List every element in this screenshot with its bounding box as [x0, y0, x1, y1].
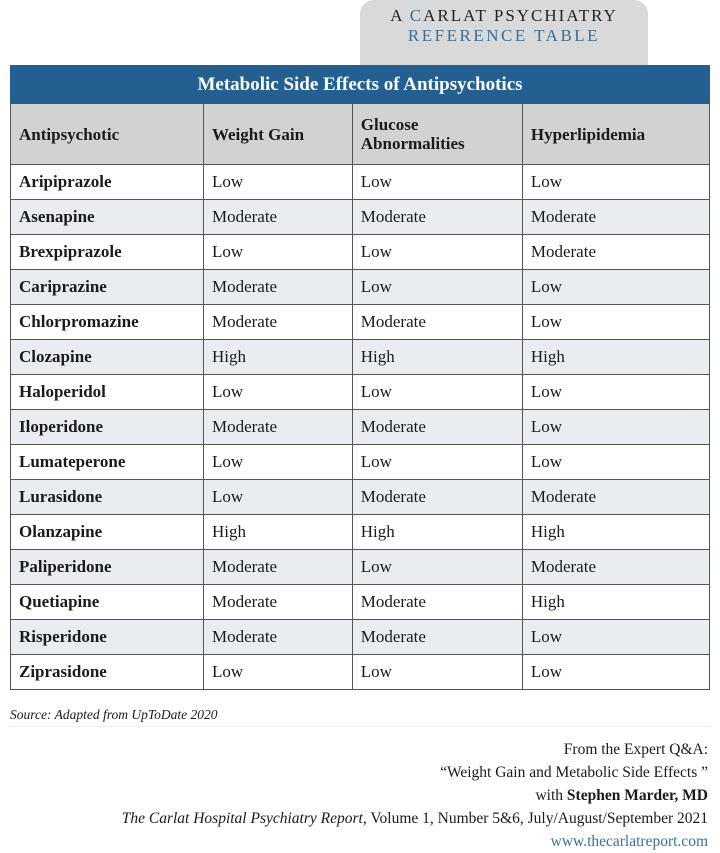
rating-cell: Low: [351, 444, 523, 480]
rating-cell: Low: [351, 654, 523, 690]
rating-cell: High: [521, 584, 711, 620]
table-row: Ziprasidone Low Low Low: [10, 654, 711, 690]
rating-cell: Moderate: [521, 479, 711, 515]
rating-cell: Moderate: [521, 549, 711, 585]
rating-cell: High: [351, 514, 523, 550]
table-row: Brexpiprazole Low Low Moderate: [10, 234, 711, 270]
rating-cell: Low: [521, 619, 711, 655]
drug-name-cell: Aripiprazole: [10, 164, 204, 200]
rating-cell: High: [351, 339, 523, 375]
banner-accent: C: [409, 6, 424, 25]
drug-name-cell: Quetiapine: [10, 584, 204, 620]
rating-cell: Low: [351, 269, 523, 305]
rating-cell: Moderate: [202, 409, 353, 445]
rating-cell: Low: [202, 374, 353, 410]
column-header: Weight Gain: [202, 103, 353, 165]
banner-text-rest: ARLAT PSYCHIATRY: [423, 6, 618, 25]
rating-cell: Moderate: [202, 199, 353, 235]
website-link[interactable]: www.thecarlatreport.com: [550, 833, 708, 850]
drug-name-cell: Ziprasidone: [10, 654, 204, 690]
drug-name-cell: Paliperidone: [10, 549, 204, 585]
rating-cell: Low: [351, 549, 523, 585]
table-row: Iloperidone Moderate Moderate Low: [10, 409, 711, 445]
drug-name-cell: Olanzapine: [10, 514, 204, 550]
rating-cell: High: [202, 514, 353, 550]
rating-cell: Low: [521, 654, 711, 690]
table-row: Cariprazine Moderate Low Low: [10, 269, 711, 305]
rating-cell: Moderate: [202, 269, 353, 305]
table-row: Lurasidone Low Moderate Moderate: [10, 479, 711, 515]
drug-name-cell: Cariprazine: [10, 269, 204, 305]
rating-cell: High: [202, 339, 353, 375]
rating-cell: Low: [521, 269, 711, 305]
source-note: Source: Adapted from UpToDate 2020: [10, 707, 710, 727]
table-row: Aripiprazole Low Low Low: [10, 164, 711, 200]
rating-cell: Low: [521, 374, 711, 410]
rating-cell: Low: [521, 164, 711, 200]
table-title: Metabolic Side Effects of Antipsychotics: [10, 65, 710, 103]
rating-cell: Low: [202, 479, 353, 515]
citation-journal: The Carlat Hospital Psychiatry Report: [121, 810, 363, 827]
citation-footer: From the Expert Q&A: “Weight Gain and Me…: [122, 738, 708, 853]
table-row: Haloperidol Low Low Low: [10, 374, 711, 410]
drug-name-cell: Lurasidone: [10, 479, 204, 515]
rating-cell: Moderate: [202, 304, 353, 340]
rating-cell: Moderate: [351, 199, 523, 235]
banner-subtitle: REFERENCE TABLE: [407, 26, 601, 45]
rating-cell: Low: [351, 164, 523, 200]
table-row: Chlorpromazine Moderate Moderate Low: [10, 304, 711, 340]
rating-cell: Low: [202, 444, 353, 480]
rating-cell: Moderate: [202, 584, 353, 620]
rating-cell: High: [521, 514, 711, 550]
rating-cell: Moderate: [351, 479, 523, 515]
table-row: Clozapine High High High: [10, 339, 711, 375]
drug-name-cell: Haloperidol: [10, 374, 204, 410]
rating-cell: Low: [202, 234, 353, 270]
drug-name-cell: Clozapine: [10, 339, 204, 375]
drug-name-cell: Iloperidone: [10, 409, 204, 445]
rating-cell: Moderate: [202, 549, 353, 585]
rating-cell: Low: [521, 304, 711, 340]
citation-with: with: [535, 787, 567, 804]
rating-cell: Low: [202, 164, 353, 200]
rating-cell: Moderate: [202, 619, 353, 655]
rating-cell: High: [521, 339, 711, 375]
rating-cell: Low: [202, 654, 353, 690]
reference-table-banner: A CARLAT PSYCHIATRY REFERENCE TABLE: [360, 0, 648, 66]
drug-name-cell: Chlorpromazine: [10, 304, 204, 340]
table-row: Asenapine Moderate Moderate Moderate: [10, 199, 711, 235]
side-effects-table: Antipsychotic Weight Gain Glucose Abnormal…: [10, 103, 711, 690]
drug-name-cell: Lumateperone: [10, 444, 204, 480]
citation-line1: From the Expert Q&A:: [563, 741, 708, 758]
citation-issue: , Volume 1, Number 5&6, July/August/Sept…: [362, 810, 708, 827]
table-row: Risperidone Moderate Moderate Low: [10, 619, 711, 655]
rating-cell: Low: [521, 444, 711, 480]
rating-cell: Moderate: [521, 234, 711, 270]
rating-cell: Low: [521, 409, 711, 445]
table-row: Quetiapine Moderate Moderate High: [10, 584, 711, 620]
column-header: Glucose Abnormalities: [351, 103, 523, 165]
table-row: Lumateperone Low Low Low: [10, 444, 711, 480]
citation-author: Stephen Marder, MD: [566, 787, 708, 804]
rating-cell: Low: [351, 374, 523, 410]
drug-name-cell: Risperidone: [10, 619, 204, 655]
rating-cell: Moderate: [351, 619, 523, 655]
table-row: Paliperidone Moderate Low Moderate: [10, 549, 711, 585]
column-header: Antipsychotic: [10, 103, 204, 165]
column-header: Hyperlipidemia: [521, 103, 711, 165]
rating-cell: Moderate: [521, 199, 711, 235]
drug-name-cell: Brexpiprazole: [10, 234, 204, 270]
rating-cell: Low: [351, 234, 523, 270]
rating-cell: Moderate: [351, 584, 523, 620]
citation-article-title: “Weight Gain and Metabolic Side Effects …: [440, 764, 708, 781]
table-row: Olanzapine High High High: [10, 514, 711, 550]
rating-cell: Moderate: [351, 409, 523, 445]
rating-cell: Moderate: [351, 304, 523, 340]
banner-text: A: [390, 6, 410, 25]
drug-name-cell: Asenapine: [10, 199, 204, 235]
